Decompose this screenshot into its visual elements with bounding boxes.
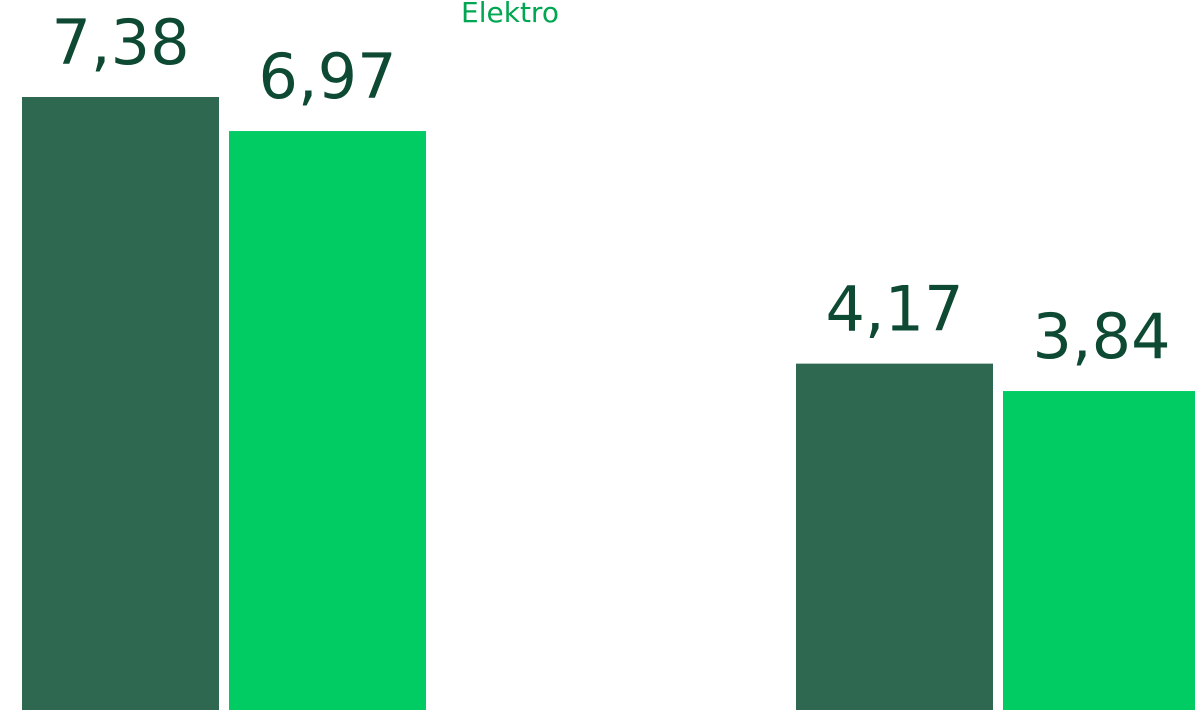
annotation: Elektro (461, 0, 559, 29)
value-label: 4,17 (825, 273, 963, 346)
bar (1003, 391, 1195, 710)
value-label: 7,38 (51, 6, 189, 79)
value-label: 3,84 (1032, 300, 1170, 373)
bar (229, 131, 426, 710)
bar (796, 363, 993, 710)
bar (22, 96, 219, 710)
value-label: 6,97 (258, 40, 396, 113)
